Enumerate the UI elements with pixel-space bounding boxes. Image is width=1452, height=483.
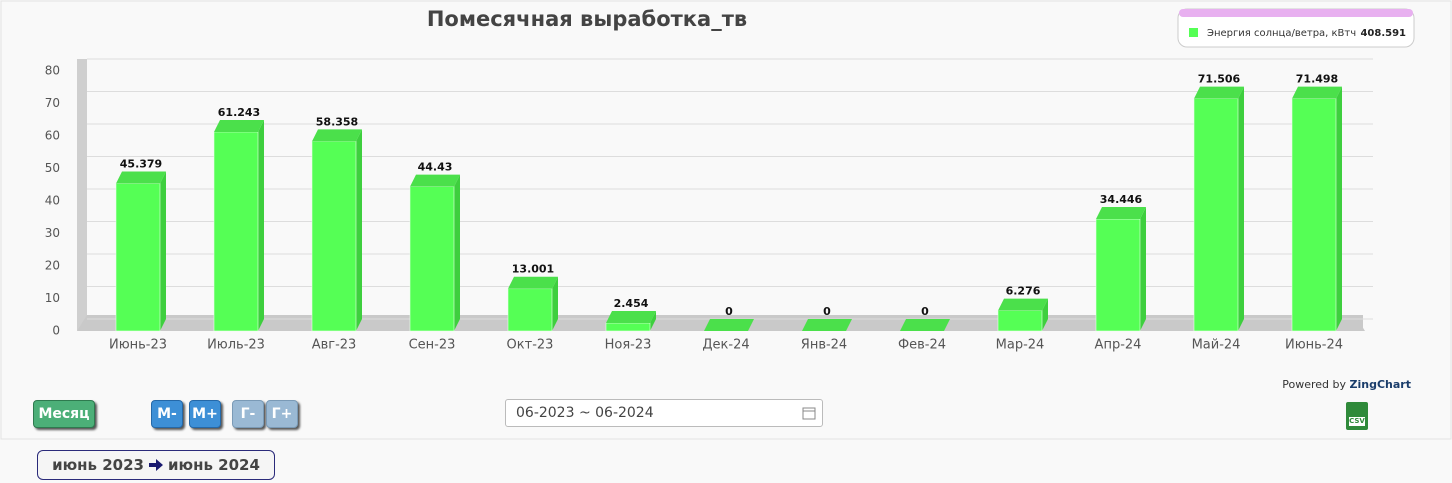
bar-top (1292, 86, 1342, 99)
y-tick-label: 50 (45, 161, 60, 175)
period-label: июнь 2023 июнь 2024 (37, 450, 275, 480)
bar (115, 183, 161, 332)
step-button[interactable]: Г+ (266, 400, 298, 428)
y-tick-label: 80 (45, 64, 60, 78)
bar-top (998, 298, 1048, 311)
bar-side (1042, 298, 1048, 331)
bar-top (410, 174, 460, 187)
x-tick-label: Мар-24 (996, 338, 1045, 353)
left-wall (77, 59, 87, 331)
bar-side (1238, 86, 1244, 331)
x-tick-label: Июнь-24 (1285, 338, 1343, 353)
value-label: 58.358 (316, 115, 358, 128)
legend-header (1179, 9, 1413, 17)
bar (311, 141, 357, 332)
period-to: июнь 2024 (168, 456, 260, 474)
bar-top (1096, 207, 1146, 220)
value-label: 0 (823, 305, 831, 318)
y-tick-label: 60 (45, 129, 60, 143)
period-from: июнь 2023 (52, 456, 144, 474)
powered-text: Powered by (1282, 378, 1347, 391)
bar-side (650, 311, 656, 331)
bar (997, 310, 1043, 332)
powered-brand[interactable]: ZingChart (1349, 378, 1411, 391)
bar (605, 322, 651, 332)
date-range-text: 06-2023 ~ 06-2024 (516, 405, 654, 421)
bar-side (160, 171, 166, 331)
x-tick-label: Июль-23 (207, 338, 265, 353)
bar-side (356, 129, 362, 331)
csv-button[interactable]: CSV (1346, 402, 1368, 430)
legend (1177, 8, 1415, 48)
calendar-icon[interactable] (802, 406, 816, 420)
bar (1095, 218, 1141, 332)
value-label: 71.498 (1296, 73, 1338, 86)
value-label: 71.506 (1198, 73, 1241, 86)
y-tick-label: 40 (45, 194, 60, 208)
bar (213, 131, 259, 332)
value-label: 44.43 (418, 161, 453, 174)
x-tick-label: Ноя-23 (605, 338, 652, 353)
x-tick-label: Июнь-23 (109, 338, 167, 353)
value-label: 61.243 (218, 106, 260, 119)
step-button[interactable]: М- (151, 400, 183, 428)
value-label: 0 (725, 305, 733, 318)
value-label: 0 (921, 305, 929, 318)
x-tick-label: Авг-23 (312, 338, 357, 353)
value-label: 34.446 (1100, 193, 1143, 206)
step-button[interactable]: М+ (189, 400, 221, 428)
bar (409, 186, 455, 332)
legend-swatch (1189, 28, 1198, 37)
y-tick-label: 30 (45, 226, 60, 240)
bar-side (1336, 86, 1342, 331)
y-tick-label: 0 (52, 324, 60, 338)
csv-label: CSV (1349, 417, 1365, 426)
bar-top (508, 276, 558, 289)
x-tick-label: Янв-24 (801, 338, 847, 353)
chart: Помесячная выработка_тв 0 10 20 30 40 50 60 70 8… (0, 0, 1452, 440)
bar-top (704, 319, 754, 331)
legend-label: Энергия солнца/ветра, кВтч (1207, 28, 1356, 39)
y-tick-label: 20 (45, 259, 60, 273)
bar (1291, 98, 1337, 332)
x-tick-label: Дек-24 (702, 338, 749, 353)
bar-side (258, 119, 264, 331)
bar-top (116, 171, 166, 184)
legend-value: 408.591 (1360, 28, 1406, 39)
x-tick-label: Окт-23 (507, 338, 554, 353)
bar-top (900, 319, 950, 331)
month-button[interactable]: Месяц (33, 400, 95, 428)
x-tick-label: Май-24 (1192, 338, 1241, 353)
date-range-input[interactable]: 06-2023 ~ 06-2024 (505, 399, 823, 427)
step-button[interactable]: Г- (232, 400, 264, 428)
powered-by: Powered by ZingChart (1282, 378, 1411, 391)
bar-top (1194, 86, 1244, 99)
bar-side (552, 276, 558, 331)
bar-top (802, 319, 852, 331)
value-label: 6.276 (1006, 285, 1041, 298)
y-tick-label: 10 (45, 291, 60, 305)
bar-top (214, 119, 264, 132)
x-tick-label: Апр-24 (1095, 338, 1142, 353)
x-tick-label: Фев-24 (898, 338, 946, 353)
bar-top (606, 311, 656, 324)
arrow-icon (149, 459, 163, 471)
value-label: 45.379 (120, 158, 162, 171)
chart-title: Помесячная выработка_тв (427, 7, 747, 31)
bar (507, 288, 553, 332)
y-tick-label: 70 (45, 96, 60, 110)
bar-side (454, 174, 460, 331)
bar (1193, 98, 1239, 332)
bar-top (312, 129, 362, 142)
value-label: 13.001 (512, 263, 554, 276)
x-tick-label: Сен-23 (409, 338, 456, 353)
bar-side (1140, 207, 1146, 331)
value-label: 2.454 (614, 297, 649, 310)
